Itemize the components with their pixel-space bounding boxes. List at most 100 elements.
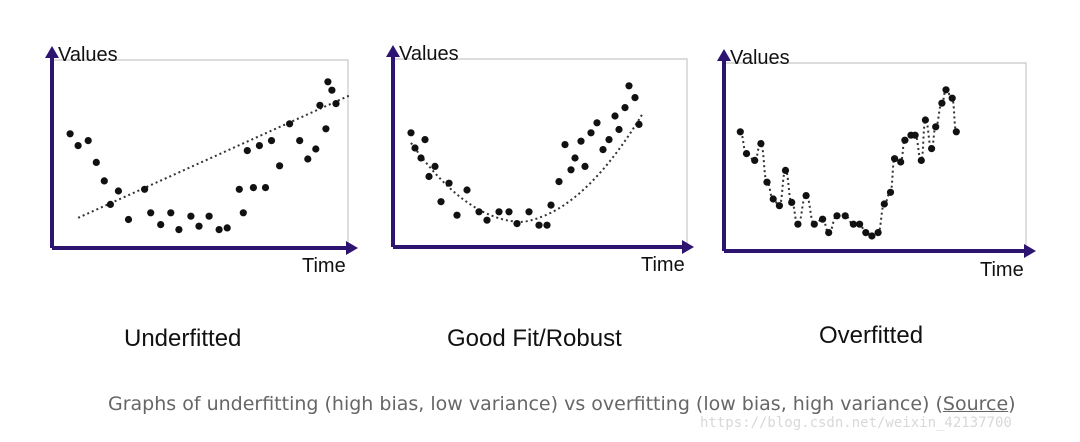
data-point: [421, 136, 429, 144]
data-point: [825, 229, 833, 237]
data-point: [505, 208, 513, 216]
data-point: [897, 158, 905, 166]
data-point: [605, 136, 613, 144]
data-point: [942, 86, 950, 94]
data-point: [249, 184, 257, 192]
data-point: [322, 125, 330, 133]
data-point: [763, 178, 771, 186]
data-point: [235, 185, 243, 193]
data-point: [561, 141, 569, 149]
data-point: [555, 178, 563, 186]
data-point: [567, 166, 575, 174]
data-point: [874, 229, 882, 237]
data-point: [742, 150, 751, 158]
data-point: [411, 144, 419, 152]
title-overfitted: Overfitted: [819, 322, 924, 349]
data-point: [819, 215, 827, 223]
y-axis-label: Values: [399, 43, 459, 65]
data-point: [74, 142, 82, 150]
x-axis-arrow: [346, 241, 358, 255]
panel-good-fit: Values Time: [386, 43, 694, 276]
data-point: [437, 198, 445, 206]
data-point: [841, 212, 849, 220]
data-point: [593, 119, 601, 127]
data-point: [775, 202, 784, 210]
data-point: [453, 211, 461, 219]
data-point: [463, 186, 471, 194]
watermark-text: https://blog.csdn.net/weixin_42137700: [700, 415, 1012, 431]
source-link[interactable]: Source: [942, 393, 1009, 415]
title-underfitted: Underfitted: [124, 325, 242, 352]
x-axis-label: Time: [641, 254, 685, 276]
data-point: [106, 200, 114, 208]
data-point: [147, 209, 155, 217]
data-point: [316, 101, 324, 109]
data-point: [901, 136, 909, 144]
data-point: [407, 129, 415, 137]
data-point: [332, 100, 340, 108]
y-axis-arrow: [717, 49, 731, 61]
data-point: [736, 128, 744, 136]
data-point: [475, 208, 483, 216]
panel-overfitted: Values Time: [717, 47, 1036, 281]
data-point: [794, 220, 802, 228]
data-point: [312, 145, 320, 153]
data-point: [769, 195, 777, 203]
x-axis-arrow: [682, 240, 694, 254]
figure-caption: Graphs of underfitting (high bias, low v…: [108, 393, 1016, 415]
data-point: [886, 188, 895, 196]
figure-canvas: Values Time Values Time Values Time: [45, 43, 1036, 281]
data-point: [862, 229, 870, 237]
x-axis-label: Time: [302, 255, 346, 277]
data-point: [84, 137, 92, 145]
data-point: [425, 172, 433, 181]
data-point: [571, 154, 579, 162]
data-point: [757, 140, 765, 148]
data-point: [577, 137, 585, 145]
data-point: [92, 158, 100, 166]
data-point: [928, 145, 936, 153]
y-axis-arrow: [386, 45, 400, 57]
data-point: [917, 156, 925, 164]
data-point: [611, 112, 619, 120]
fit-line: [739, 88, 958, 237]
data-point: [868, 232, 876, 240]
data-point: [175, 226, 183, 234]
panel-frame: [393, 58, 688, 247]
data-point: [543, 221, 551, 229]
data-point: [911, 131, 919, 139]
y-axis-label: Values: [730, 47, 790, 69]
data-point: [535, 221, 543, 229]
data-point: [304, 155, 312, 163]
data-point: [431, 162, 439, 170]
data-point: [849, 220, 858, 228]
data-point: [187, 212, 195, 220]
data-point: [205, 212, 213, 220]
y-axis-label: Values: [58, 44, 118, 66]
data-point: [547, 201, 555, 209]
data-point: [417, 154, 425, 162]
data-point: [100, 177, 108, 185]
data-point: [215, 226, 223, 234]
data-point: [802, 192, 810, 200]
caption-text: Graphs of underfitting (high bias, low v…: [108, 393, 943, 415]
x-axis-arrow: [1024, 244, 1036, 258]
caption-close: ): [1008, 393, 1016, 415]
data-point: [587, 129, 595, 137]
data-point: [483, 216, 491, 224]
data-point: [788, 198, 796, 206]
data-point: [833, 212, 841, 220]
data-point: [267, 137, 276, 145]
data-point: [255, 142, 263, 150]
y-axis-arrow: [45, 46, 59, 58]
data-point: [599, 146, 607, 154]
data-point: [525, 208, 533, 216]
data-point: [243, 147, 251, 155]
data-point: [223, 224, 231, 232]
panel-frame: [52, 59, 349, 248]
data-point: [324, 78, 332, 86]
data-point: [296, 137, 304, 145]
title-good-fit: Good Fit/Robust: [447, 325, 622, 352]
data-point: [513, 220, 521, 228]
panel-underfitted: Values Time: [45, 44, 358, 277]
